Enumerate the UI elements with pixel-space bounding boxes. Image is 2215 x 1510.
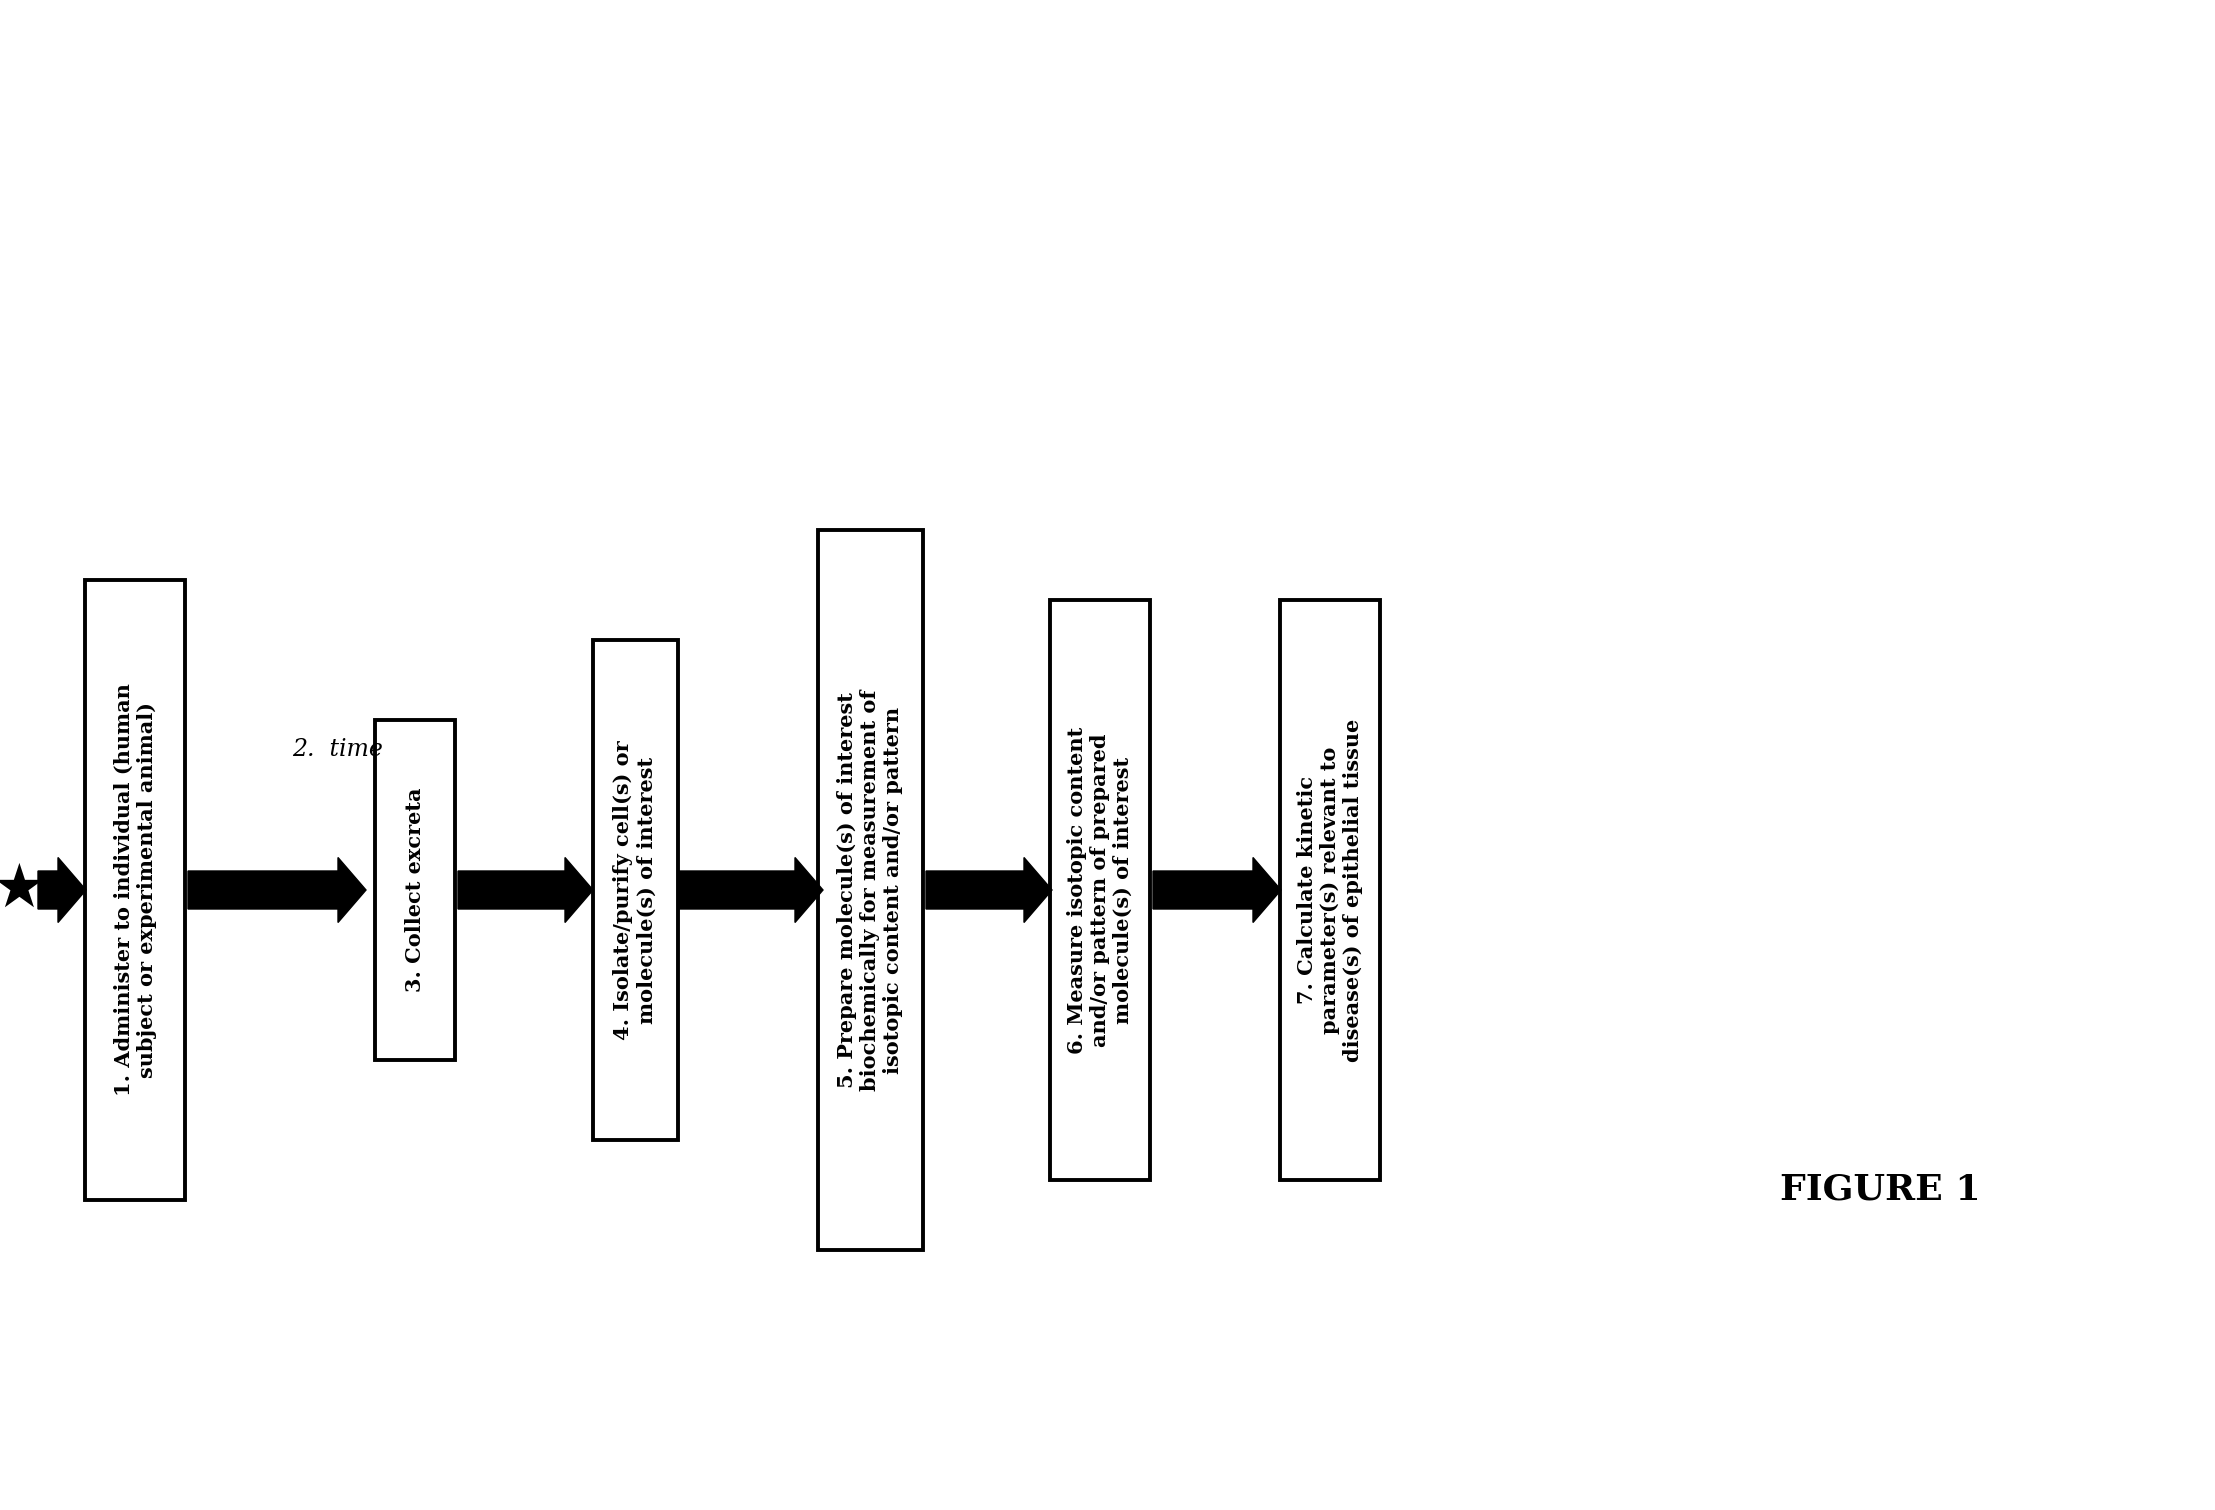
FancyArrow shape: [1154, 858, 1280, 923]
Text: 6. Measure isotopic content
and/or pattern of prepared
molecule(s) of interest: 6. Measure isotopic content and/or patte…: [1068, 726, 1134, 1054]
FancyArrow shape: [38, 858, 86, 923]
FancyArrow shape: [188, 858, 365, 923]
FancyArrow shape: [678, 858, 824, 923]
Text: ★: ★: [0, 861, 44, 920]
Text: 4. Isolate/purify cell(s) or
molecule(s) of interest: 4. Isolate/purify cell(s) or molecule(s)…: [614, 740, 656, 1040]
Bar: [817, 530, 921, 1250]
Bar: [1050, 599, 1150, 1179]
Text: 2.  time: 2. time: [292, 738, 383, 761]
Text: 1. Administer to individual (human
subject or experimental animal): 1. Administer to individual (human subje…: [113, 684, 157, 1096]
Text: 7. Calculate kinetic
parameter(s) relevant to
disease(s) of epithelial tissue: 7. Calculate kinetic parameter(s) releva…: [1296, 719, 1362, 1062]
Text: 3. Collect excreta: 3. Collect excreta: [405, 788, 425, 992]
Bar: [1280, 599, 1380, 1179]
Text: FIGURE 1: FIGURE 1: [1779, 1173, 1980, 1206]
Bar: [374, 720, 454, 1060]
Text: 5. Prepare molecule(s) of interest
biochemically for measurement of
isotopic con: 5. Prepare molecule(s) of interest bioch…: [837, 689, 904, 1090]
Bar: [591, 640, 678, 1140]
FancyArrow shape: [926, 858, 1052, 923]
FancyArrow shape: [459, 858, 594, 923]
Bar: [84, 580, 186, 1200]
